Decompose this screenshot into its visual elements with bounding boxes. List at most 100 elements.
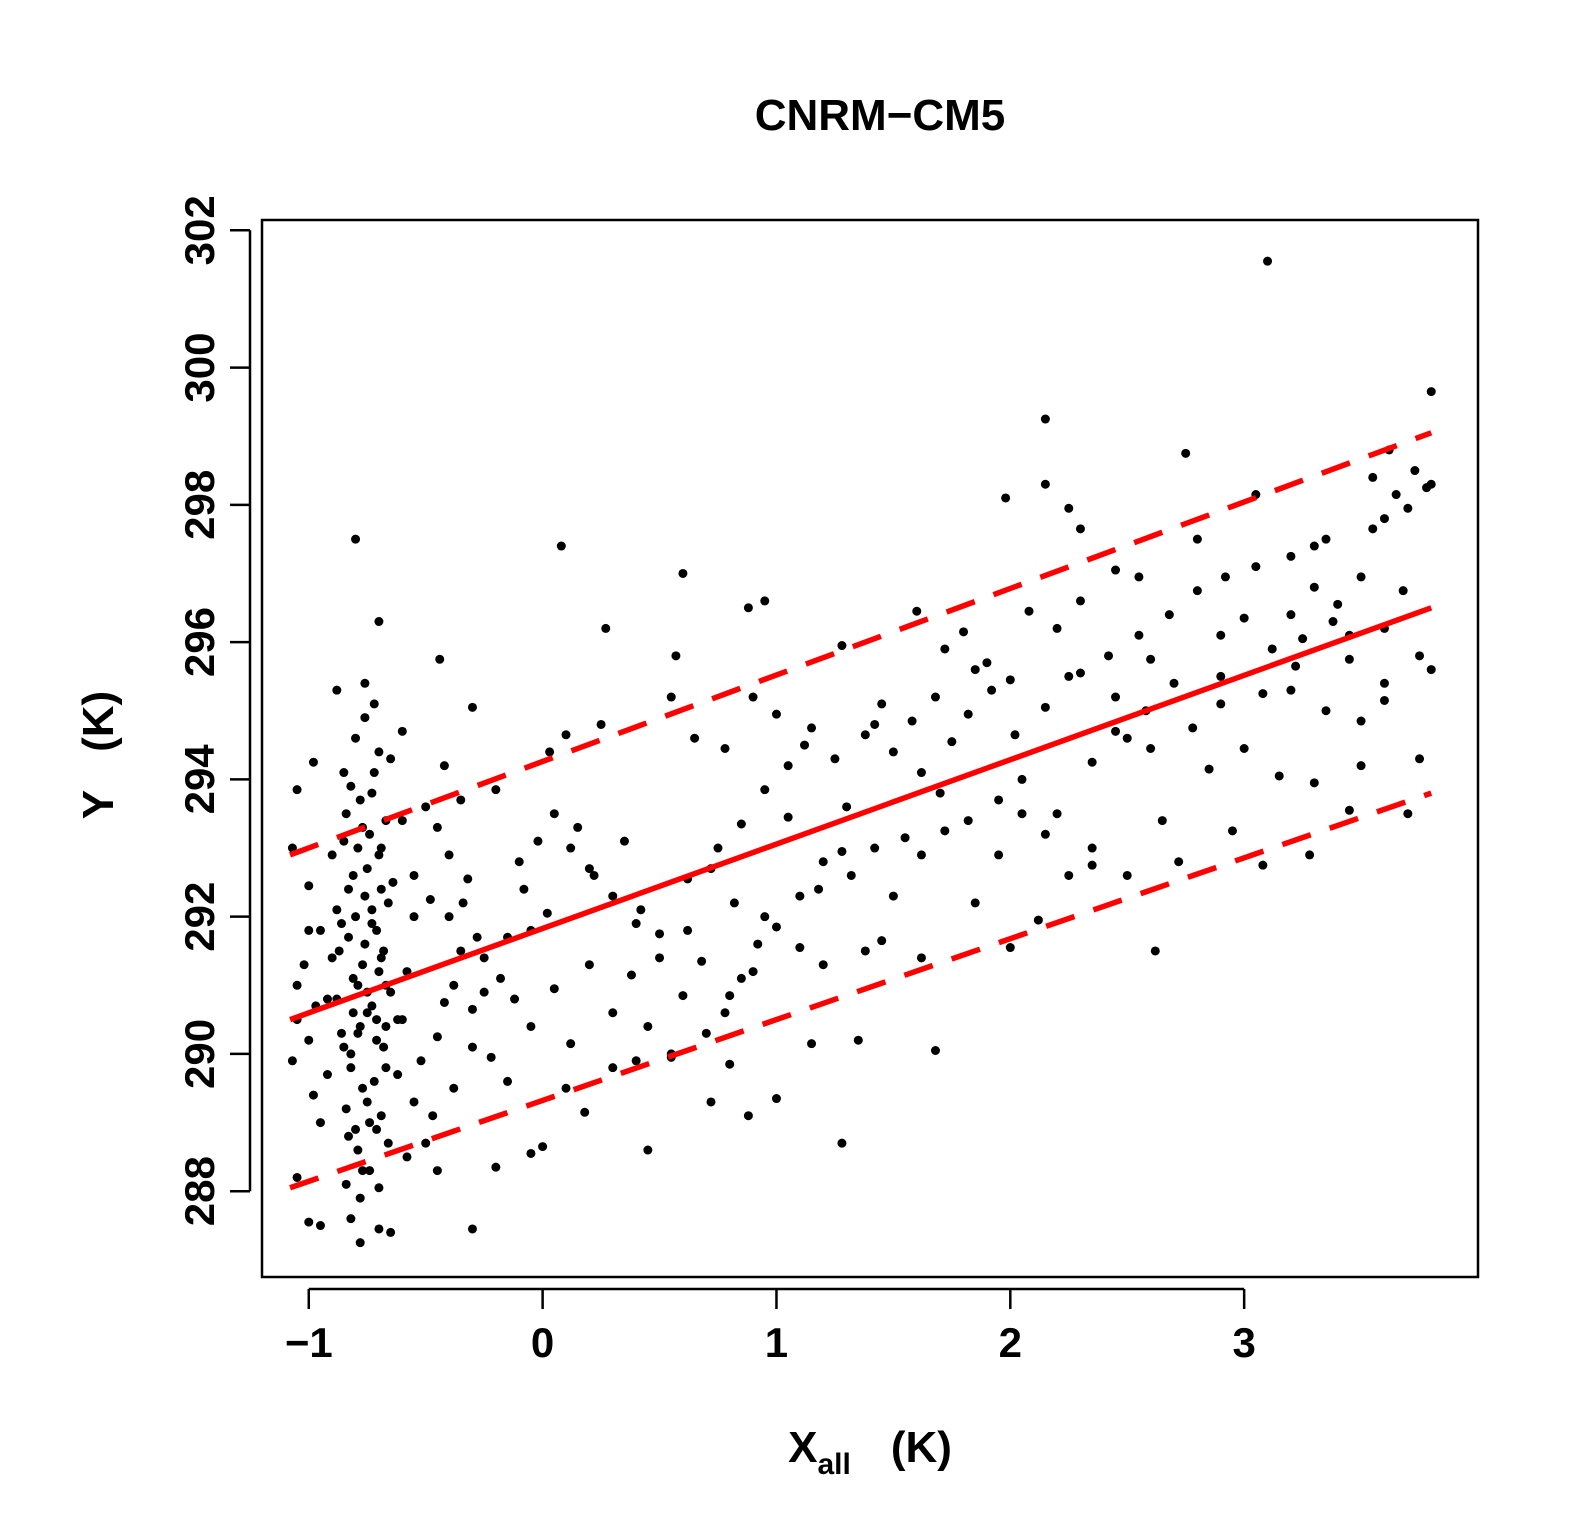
data-point <box>678 568 688 578</box>
data-point <box>351 534 361 544</box>
data-point <box>830 754 840 764</box>
data-point <box>467 1042 477 1052</box>
data-point <box>365 829 375 839</box>
data-point <box>916 953 926 963</box>
data-point <box>736 973 746 983</box>
data-point <box>421 802 431 812</box>
x-axis-label-unit: (K) <box>891 1423 952 1472</box>
plot-frame <box>260 218 1480 1279</box>
data-point <box>353 1145 363 1155</box>
x-axis-label: Xall (K) <box>788 1423 952 1481</box>
data-point <box>1087 757 1097 767</box>
y-axis-label: Y (K) <box>74 691 123 819</box>
data-point <box>479 953 489 963</box>
data-point <box>556 541 566 551</box>
data-point <box>729 898 739 908</box>
data-point <box>367 905 377 915</box>
data-point <box>907 716 917 726</box>
data-point <box>1157 816 1167 826</box>
data-point <box>725 991 735 1001</box>
data-point <box>549 809 559 819</box>
data-point <box>959 627 969 637</box>
data-point <box>837 846 847 856</box>
data-point <box>365 1166 375 1176</box>
data-point <box>1379 695 1389 705</box>
data-point <box>304 925 314 935</box>
data-point <box>877 699 887 709</box>
data-point <box>1040 829 1050 839</box>
data-point <box>479 987 489 997</box>
data-point <box>870 719 880 729</box>
data-point <box>596 719 606 729</box>
data-point <box>519 884 529 894</box>
data-point <box>1258 689 1268 699</box>
data-point <box>1164 610 1174 620</box>
y-tick-label: 294 <box>176 744 223 815</box>
data-point <box>409 870 419 880</box>
data-point <box>341 1179 351 1189</box>
data-point <box>1309 778 1319 788</box>
data-point <box>409 912 419 922</box>
data-point <box>1379 514 1389 524</box>
data-point <box>1111 726 1121 736</box>
data-point <box>970 665 980 675</box>
data-point <box>1333 599 1343 609</box>
data-point <box>994 850 1004 860</box>
data-point <box>304 1217 314 1227</box>
data-point <box>538 1142 548 1152</box>
data-point <box>1064 870 1074 880</box>
data-point <box>1216 671 1226 681</box>
data-point <box>549 984 559 994</box>
data-point <box>1328 617 1338 627</box>
data-point <box>1122 870 1132 880</box>
x-tick-label: 2 <box>999 1319 1022 1366</box>
data-point <box>1005 675 1015 685</box>
data-point <box>842 802 852 812</box>
data-point <box>432 1032 442 1042</box>
data-point <box>467 1224 477 1234</box>
data-point <box>383 898 393 908</box>
data-point <box>355 1193 365 1203</box>
data-point <box>963 709 973 719</box>
data-point <box>697 956 707 966</box>
data-point <box>631 919 641 929</box>
data-point <box>341 1104 351 1114</box>
data-point <box>351 733 361 743</box>
data-point <box>573 822 583 832</box>
data-point <box>643 1145 653 1155</box>
data-point <box>467 702 477 712</box>
data-point <box>1216 699 1226 709</box>
data-point <box>760 912 770 922</box>
data-point <box>360 891 370 901</box>
data-point <box>916 768 926 778</box>
data-point <box>456 946 466 956</box>
data-point <box>1040 479 1050 489</box>
data-point <box>432 1166 442 1176</box>
data-point <box>1305 850 1315 860</box>
data-point <box>795 943 805 953</box>
data-point <box>1286 685 1296 695</box>
data-point <box>666 692 676 702</box>
data-point <box>348 1008 358 1018</box>
data-point <box>545 747 555 757</box>
data-point <box>608 1008 618 1018</box>
data-point <box>1368 524 1378 534</box>
data-point <box>1251 562 1261 572</box>
data-point <box>367 919 377 929</box>
data-point <box>1017 774 1027 784</box>
data-point <box>322 1070 332 1080</box>
data-point <box>1122 733 1132 743</box>
data-point <box>1356 572 1366 582</box>
data-point <box>374 967 384 977</box>
data-point <box>376 843 386 853</box>
y-tick-label: 296 <box>176 607 223 677</box>
data-point <box>783 761 793 771</box>
data-point <box>344 884 354 894</box>
data-point <box>332 685 342 695</box>
data-point <box>1111 565 1121 575</box>
data-point <box>542 908 552 918</box>
data-point <box>332 905 342 915</box>
data-point <box>940 644 950 654</box>
data-point <box>526 1148 536 1158</box>
data-point <box>818 960 828 970</box>
